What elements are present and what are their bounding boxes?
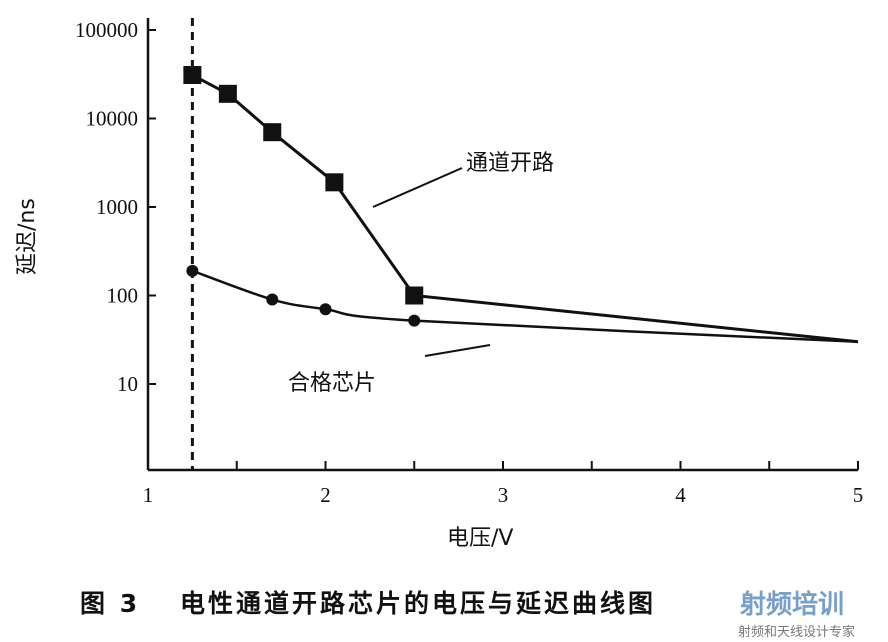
watermark-title: 射频培训 — [739, 590, 844, 620]
open-circuit-line — [191, 73, 859, 344]
open-circuit-point — [325, 173, 344, 192]
good-chip-point — [266, 293, 279, 306]
good-chip-point — [408, 314, 421, 327]
caption-text: 电性通道开路芯片的电压与延迟曲线图 — [180, 589, 656, 618]
good-chip-point — [319, 303, 332, 316]
x-tick-label: 5 — [853, 483, 864, 507]
y-tick-label: 100000 — [75, 18, 138, 42]
watermark-subtitle: 射频和天线设计专家 — [738, 624, 855, 640]
x-tick-label: 2 — [320, 483, 331, 507]
axes: 100000 10000 1000 100 10 1 2 3 4 5 — [75, 18, 863, 507]
open-circuit-point — [218, 84, 237, 103]
x-tick-label: 1 — [143, 483, 154, 507]
marks — [183, 18, 859, 470]
open-circuit-point — [263, 123, 282, 142]
y-axis-label: 延迟/ns — [15, 198, 40, 275]
good-chip-line — [191, 269, 859, 344]
x-tick-label: 4 — [675, 483, 686, 507]
open-circuit-point — [405, 286, 424, 305]
good-chip-leader-line — [424, 344, 491, 357]
open-circuit-leader-line — [372, 167, 463, 208]
annotation-good-chip: 合格芯片 — [288, 371, 376, 396]
y-tick-label: 100 — [107, 284, 139, 308]
y-tick-label: 1000 — [96, 195, 138, 219]
y-tick-label: 10000 — [86, 107, 139, 131]
open-circuit-point — [183, 66, 202, 85]
y-tick-label: 10 — [117, 372, 138, 396]
caption-label: 图 3 — [80, 589, 140, 618]
good-chip-point — [186, 264, 199, 277]
x-axis-label: 电压/V — [447, 526, 513, 551]
annotation-open-circuit: 通道开路 — [466, 151, 554, 176]
x-tick-label: 3 — [498, 483, 509, 507]
